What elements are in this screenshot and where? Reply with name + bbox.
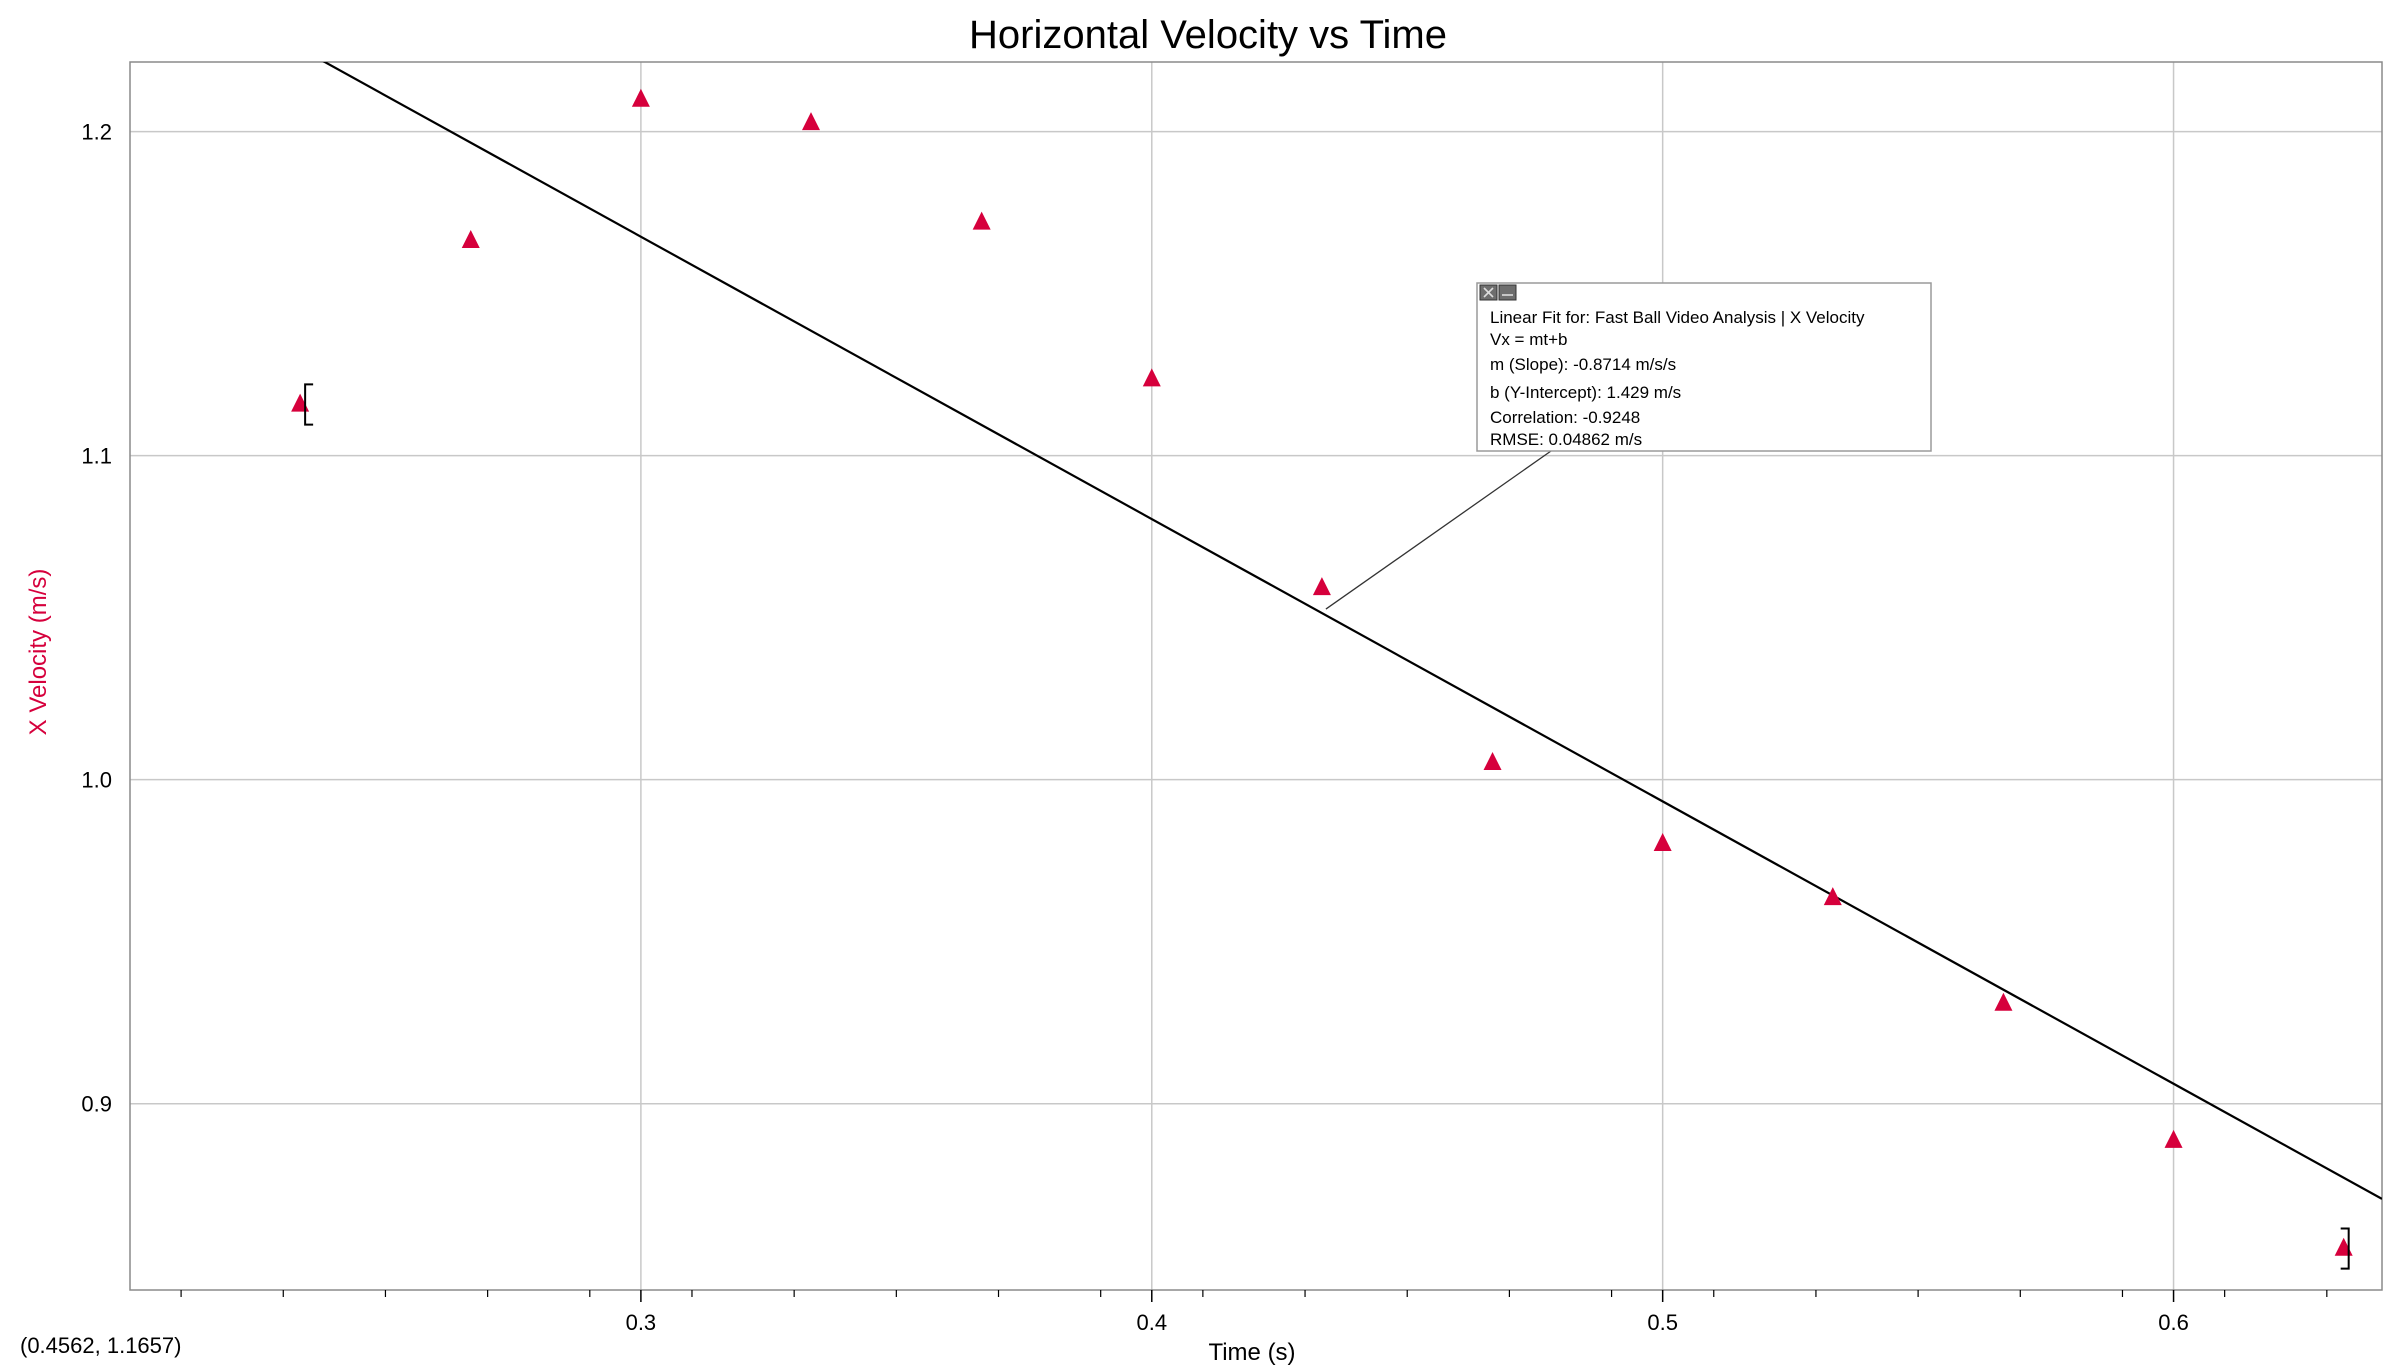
axis-ticks <box>180 1290 2328 1302</box>
error-bars <box>304 383 2350 1270</box>
data-point-marker <box>1653 833 1672 852</box>
linear-fit-line[interactable] <box>130 0 2382 1200</box>
y-tick-label: 1.2 <box>81 120 112 145</box>
x-tick-label: 0.5 <box>1647 1310 1678 1335</box>
y-tick-label: 1.0 <box>81 768 112 793</box>
plot-area-frame <box>129 61 2383 1291</box>
close-icon[interactable] <box>1479 284 1498 301</box>
data-point-marker <box>1312 577 1331 596</box>
x-tick-label: 0.3 <box>626 1310 657 1335</box>
cursor-coordinate-readout: (0.4562, 1.1657) <box>20 1333 181 1358</box>
grid-lines <box>130 62 2382 1290</box>
data-point-marker <box>461 230 480 249</box>
x-tick-label: 0.6 <box>2158 1310 2189 1335</box>
fit-box-leader-line <box>1325 450 1552 610</box>
data-point-marker <box>802 112 821 131</box>
y-tick-label: 0.9 <box>81 1092 112 1117</box>
x-axis-label: Time (s) <box>1208 1339 1295 1366</box>
fit-box-line: RMSE: 0.04862 m/s <box>1490 430 1642 449</box>
y-tick-label: 1.1 <box>81 444 112 469</box>
data-point-marker <box>291 393 310 412</box>
data-point-marker <box>1483 752 1502 771</box>
data-point-marker <box>2164 1129 2183 1148</box>
error-bar <box>304 383 314 426</box>
fit-box-line: Correlation: -0.9248 <box>1490 408 1640 427</box>
data-point-marker <box>2334 1237 2353 1256</box>
data-point-marker <box>1142 368 1161 387</box>
fit-box-frame <box>1476 282 1932 452</box>
minimize-icon[interactable] <box>1498 284 1517 301</box>
plot-content <box>130 0 2382 1270</box>
error-bar <box>2340 1227 2350 1270</box>
fit-box-line: m (Slope): -0.8714 m/s/s <box>1490 355 1676 374</box>
data-point-marker <box>972 211 991 230</box>
tick-labels: 0.3 0.4 0.5 0.6 0.9 1.0 1.1 1.2 <box>81 120 2188 1335</box>
fit-box-line: b (Y-Intercept): 1.429 m/s <box>1490 383 1681 402</box>
fit-box-line: Linear Fit for: Fast Ball Video Analysis… <box>1490 308 1865 327</box>
data-point-marker <box>631 88 650 107</box>
y-axis-label: X Velocity (m/s) <box>25 569 52 736</box>
chart-title: Horizontal Velocity vs Time <box>969 13 1447 57</box>
linear-fit-box[interactable]: Linear Fit for: Fast Ball Video Analysis… <box>1476 282 1932 452</box>
fit-box-line: Vx = mt+b <box>1490 330 1567 349</box>
data-point-marker <box>1823 887 1842 906</box>
data-markers <box>291 88 2353 1256</box>
data-point-marker <box>1994 992 2013 1011</box>
x-tick-label: 0.4 <box>1136 1310 1167 1335</box>
